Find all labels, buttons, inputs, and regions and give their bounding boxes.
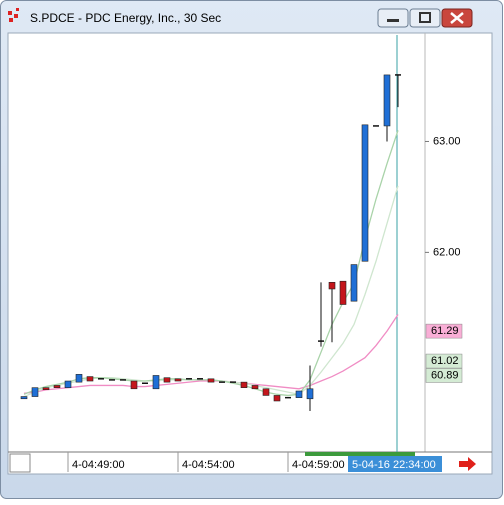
x-tick-label: 4-04:49:00 (72, 459, 125, 471)
x-tick-label: 4-04:59:00 (292, 459, 345, 471)
cursor-label-box (348, 456, 442, 472)
candle-body (152, 375, 160, 390)
candle-body (130, 380, 138, 390)
chart-panel (7, 32, 493, 475)
candle-body (251, 385, 259, 390)
candle-body (306, 388, 314, 400)
price-label-box (425, 323, 463, 339)
candle-body (273, 395, 281, 402)
close-button[interactable] (441, 8, 473, 28)
candle-body (350, 264, 358, 302)
candle-body (207, 378, 215, 383)
price-label: 61.29 (431, 325, 459, 337)
price-label: 60.89 (431, 369, 459, 381)
candle-body (75, 374, 83, 383)
candle-body (383, 74, 391, 127)
corner-box (9, 453, 31, 473)
candle-body (262, 388, 270, 396)
candle-body (42, 387, 50, 390)
candle-body (86, 376, 94, 382)
candle-body (328, 282, 336, 290)
candle-body (53, 385, 61, 388)
x-tick-label: 4-04:54:00 (182, 459, 235, 471)
candle-body (174, 378, 182, 382)
selection-bar (305, 452, 415, 456)
candle-body (240, 381, 248, 388)
app-icon (8, 8, 19, 22)
price-label: 61.02 (431, 355, 459, 367)
y-tick-label: 63.00 (433, 135, 461, 147)
candle-body (295, 390, 303, 398)
maximize-button[interactable] (409, 8, 441, 28)
price-label-box (425, 368, 463, 383)
candle-body (339, 280, 347, 305)
window-title: S.PDCE - PDC Energy, Inc., 30 Sec (30, 11, 221, 25)
price-label-box (425, 353, 463, 369)
y-tick-label: 62.00 (433, 246, 461, 258)
candle-body (163, 377, 171, 383)
scroll-arrow[interactable] (459, 457, 476, 471)
minimize-button[interactable] (377, 8, 409, 28)
candle-body (20, 396, 28, 400)
candle-body (31, 387, 39, 397)
candle-body (64, 380, 72, 388)
candle-body (361, 124, 369, 262)
cursor-label: 5-04-16 22:34:00 (352, 459, 436, 471)
